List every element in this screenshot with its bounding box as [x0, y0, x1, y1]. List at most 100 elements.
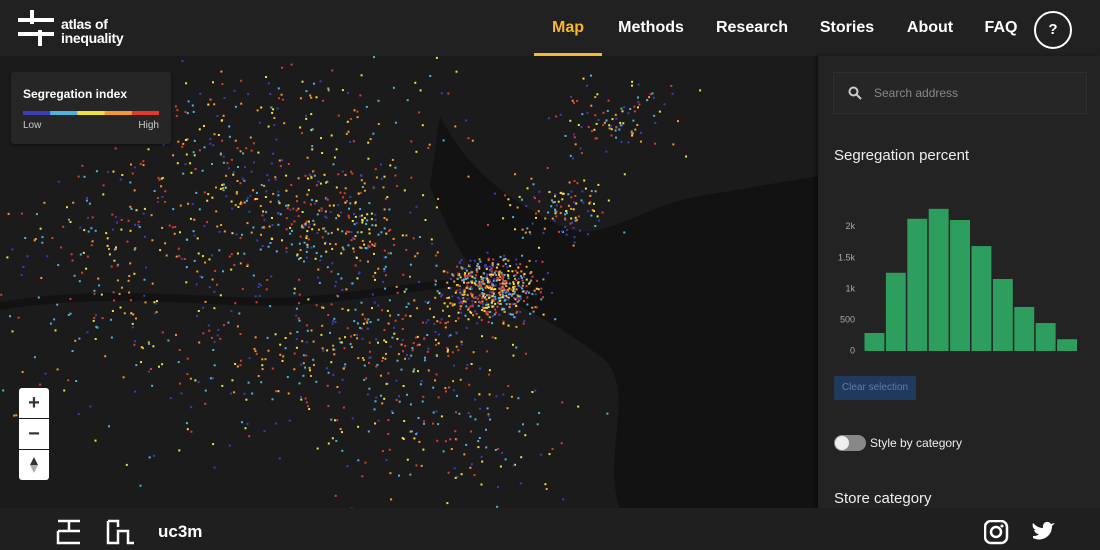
map-point	[501, 289, 504, 292]
map-point	[460, 266, 463, 269]
map-point	[481, 300, 484, 303]
map-point	[69, 297, 72, 300]
map-point	[502, 265, 505, 268]
map-point	[178, 255, 181, 257]
map-point	[395, 379, 398, 382]
nav-item[interactable]: FAQ	[984, 19, 1018, 36]
map-point	[494, 308, 497, 311]
map-point	[444, 322, 447, 325]
map-point	[386, 382, 389, 385]
map-point	[187, 100, 190, 103]
map-point	[349, 343, 352, 346]
map-point	[324, 242, 326, 245]
map-point	[446, 350, 449, 353]
map-point	[363, 182, 366, 185]
map-point	[404, 314, 407, 317]
map-point	[373, 244, 376, 247]
map-point	[204, 389, 207, 392]
map-point	[325, 197, 328, 200]
map-point	[486, 277, 489, 280]
map-point	[535, 306, 538, 309]
map-point	[281, 66, 284, 69]
map-point	[279, 343, 282, 346]
map-point	[502, 320, 505, 323]
map-point	[442, 270, 445, 273]
map-point	[305, 235, 308, 238]
map-point	[278, 457, 281, 460]
map-point	[572, 208, 575, 211]
map-point	[472, 281, 475, 284]
map-point	[444, 387, 447, 390]
map-point	[535, 260, 537, 263]
nav-item[interactable]: About	[906, 19, 954, 36]
map-point	[82, 251, 85, 254]
map-point	[561, 192, 564, 195]
help-button[interactable]: ?	[1034, 11, 1072, 49]
map-point	[311, 128, 314, 131]
clear-button[interactable]: Clear selection	[834, 376, 916, 400]
map-point	[15, 414, 18, 417]
style-toggle[interactable]	[834, 435, 866, 451]
map-point	[367, 430, 370, 433]
map-point	[277, 87, 280, 90]
map-point	[407, 302, 410, 305]
map-point	[484, 264, 487, 267]
map-point	[202, 306, 205, 309]
map-point	[516, 271, 519, 274]
map-point	[468, 307, 470, 310]
map-point	[581, 190, 584, 193]
map-point	[281, 359, 284, 362]
toggle-label: Style by category	[870, 436, 963, 450]
map-point	[246, 197, 249, 200]
map-point	[513, 274, 516, 277]
map-point	[410, 354, 413, 357]
zoom-out[interactable]: −	[19, 419, 49, 449]
map-point	[175, 333, 177, 336]
map-point	[267, 179, 270, 182]
map-point	[415, 433, 418, 436]
map-point	[313, 82, 315, 85]
map-point	[193, 218, 196, 221]
map-point	[507, 290, 510, 293]
nav-item[interactable]: Stories	[819, 19, 875, 36]
map-point	[381, 359, 384, 362]
map-point	[385, 274, 387, 277]
nav-item[interactable]: Research	[715, 19, 789, 36]
map-point	[285, 228, 288, 231]
zoom-in[interactable]: +	[19, 388, 49, 418]
map-point	[467, 137, 470, 140]
map-point	[318, 209, 321, 212]
map-point	[497, 263, 500, 266]
map-point	[596, 215, 599, 218]
map-point	[216, 225, 219, 228]
map-point	[427, 369, 430, 372]
map-point	[435, 56, 438, 59]
map-point	[345, 288, 348, 291]
map-point	[513, 285, 516, 288]
map-point	[463, 453, 466, 456]
map-point	[440, 415, 443, 418]
map-point	[337, 114, 340, 117]
map-point	[370, 218, 373, 221]
logo-text[interactable]: atlas of inequality	[61, 17, 124, 45]
map-point	[126, 240, 129, 243]
legend-swatch	[104, 111, 133, 115]
nav-item[interactable]: Map	[534, 0, 602, 56]
map-point	[230, 268, 233, 271]
nav-item[interactable]: Methods	[618, 19, 684, 36]
map-point	[451, 304, 454, 307]
map-point	[461, 302, 464, 305]
map-point	[530, 177, 533, 180]
search-box[interactable]: Search address	[833, 72, 1087, 114]
map-point	[275, 250, 278, 253]
map-point	[402, 385, 405, 387]
map-point	[326, 349, 329, 352]
map-point	[481, 297, 484, 300]
map-point	[534, 306, 537, 309]
map-point	[359, 246, 362, 249]
map-point	[409, 473, 412, 476]
map-point	[297, 215, 300, 218]
map-point	[245, 147, 248, 150]
compass[interactable]	[19, 450, 49, 480]
map[interactable]	[0, 56, 818, 508]
